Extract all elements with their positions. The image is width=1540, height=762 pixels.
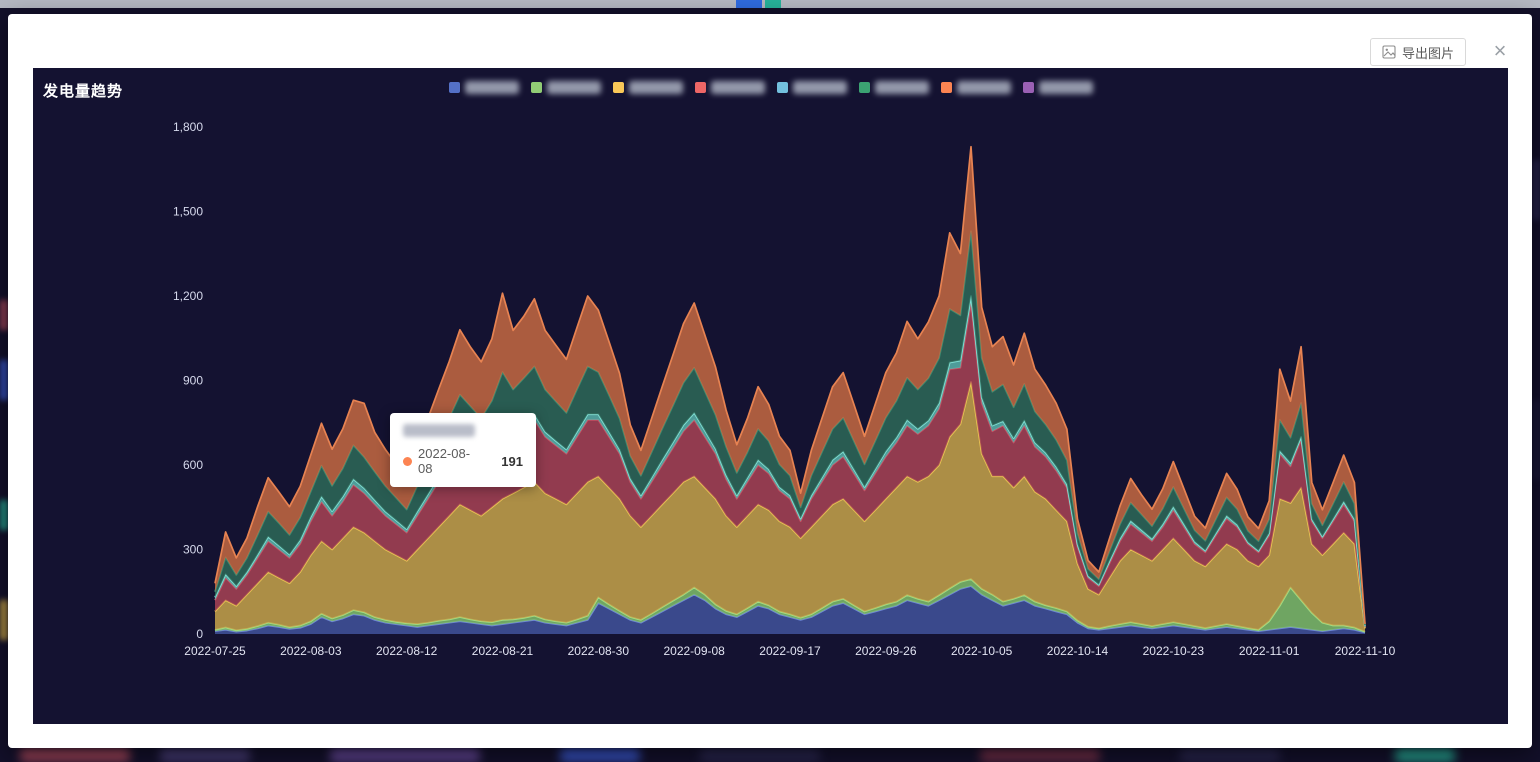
legend-label-redacted bbox=[1038, 81, 1093, 94]
y-axis-tick: 900 bbox=[183, 374, 203, 388]
legend-label-redacted bbox=[874, 81, 929, 94]
legend-swatch bbox=[940, 82, 952, 93]
x-axis-tick: 2022-11-10 bbox=[1335, 644, 1396, 658]
y-axis-tick: 1,800 bbox=[173, 120, 203, 134]
export-image-label: 导出图片 bbox=[1401, 45, 1454, 61]
y-axis-tick: 600 bbox=[183, 458, 203, 472]
x-axis-tick: 2022-08-03 bbox=[280, 644, 342, 658]
y-axis-tick: 1,200 bbox=[173, 289, 203, 303]
x-axis-tick: 2022-07-25 bbox=[184, 644, 246, 658]
legend-swatch bbox=[530, 82, 542, 93]
x-axis-tick: 2022-08-21 bbox=[472, 644, 534, 658]
legend-label-redacted bbox=[956, 81, 1011, 94]
backdrop-fragment bbox=[0, 600, 8, 640]
backdrop-fragment bbox=[0, 500, 8, 530]
legend-swatch bbox=[448, 82, 460, 93]
backdrop-fragment bbox=[330, 748, 480, 762]
backdrop-fragment bbox=[160, 748, 250, 762]
legend-item[interactable] bbox=[940, 81, 1011, 94]
legend-item[interactable] bbox=[776, 81, 847, 94]
backdrop-fragment bbox=[0, 360, 8, 400]
legend-label-redacted bbox=[710, 81, 765, 94]
backdrop-fragment bbox=[1395, 748, 1455, 762]
y-axis-tick: 1,500 bbox=[173, 205, 203, 219]
legend-label-redacted bbox=[546, 81, 601, 94]
legend-label-redacted bbox=[792, 81, 847, 94]
close-icon[interactable]: × bbox=[1493, 38, 1507, 63]
legend-item[interactable] bbox=[1022, 81, 1093, 94]
x-axis-tick: 2022-08-12 bbox=[376, 644, 438, 658]
x-axis-tick: 2022-09-08 bbox=[663, 644, 725, 658]
legend-item[interactable] bbox=[530, 81, 601, 94]
x-axis-tick: 2022-08-30 bbox=[568, 644, 630, 658]
legend-swatch bbox=[612, 82, 624, 93]
backdrop-fragment bbox=[20, 748, 130, 762]
series-area-3[interactable] bbox=[215, 381, 1365, 632]
backdrop-bottom-strip bbox=[0, 748, 1540, 762]
x-axis-tick: 2022-11-01 bbox=[1239, 644, 1300, 658]
series-area-7[interactable] bbox=[215, 146, 1365, 626]
backdrop-top-teal-segment bbox=[765, 0, 781, 8]
trend-chart-canvas[interactable]: 0 300 600 900 1,200 1,500 1,800 2022-07-25 2022-… bbox=[33, 68, 1508, 724]
backdrop-fragment bbox=[700, 748, 820, 762]
x-axis-tick: 2022-10-23 bbox=[1143, 644, 1205, 658]
tooltip-series-marker bbox=[403, 456, 412, 466]
backdrop-fragment bbox=[0, 300, 8, 330]
legend-label-redacted bbox=[628, 81, 683, 94]
legend-swatch bbox=[858, 82, 870, 93]
legend-swatch bbox=[1022, 82, 1034, 93]
x-axis-tick: 2022-10-14 bbox=[1047, 644, 1109, 658]
trend-chart-panel: 发电量趋势 0 300 600 900 1,200 1,500 1,800 2022-07-2… bbox=[33, 68, 1508, 724]
chart-title: 发电量趋势 bbox=[43, 83, 124, 100]
legend-item[interactable] bbox=[694, 81, 765, 94]
legend-swatch bbox=[694, 82, 706, 93]
tooltip-date: 2022-08-08 bbox=[418, 446, 471, 476]
chart-detail-modal: 导出图片 × 发电量趋势 0 300 600 900 1,200 1,500 1,800 20… bbox=[8, 14, 1532, 748]
backdrop-top-blue-segment bbox=[736, 0, 762, 8]
backdrop-fragment bbox=[1532, 160, 1540, 220]
legend-swatch bbox=[776, 82, 788, 93]
export-image-icon bbox=[1382, 45, 1396, 59]
chart-tooltip: 2022-08-08 191 bbox=[390, 413, 536, 487]
y-axis-tick: 300 bbox=[183, 543, 203, 557]
legend-item[interactable] bbox=[448, 81, 519, 94]
tooltip-value: 191 bbox=[501, 453, 523, 469]
legend-label-redacted bbox=[464, 81, 519, 94]
x-axis-tick: 2022-10-05 bbox=[951, 644, 1013, 658]
backdrop-fragment bbox=[1532, 400, 1540, 480]
legend-item[interactable] bbox=[858, 81, 929, 94]
tooltip-series-name-redacted bbox=[403, 424, 475, 437]
backdrop-fragment bbox=[1180, 748, 1280, 762]
y-axis-tick: 0 bbox=[196, 627, 203, 641]
x-axis-tick: 2022-09-17 bbox=[759, 644, 821, 658]
export-image-button[interactable]: 导出图片 bbox=[1369, 38, 1466, 66]
legend-item[interactable] bbox=[612, 81, 683, 94]
series-area-1[interactable] bbox=[215, 586, 1365, 634]
backdrop-fragment bbox=[560, 748, 640, 762]
x-axis-tick: 2022-09-26 bbox=[855, 644, 917, 658]
backdrop-fragment bbox=[980, 748, 1100, 762]
chart-legend bbox=[33, 81, 1508, 94]
